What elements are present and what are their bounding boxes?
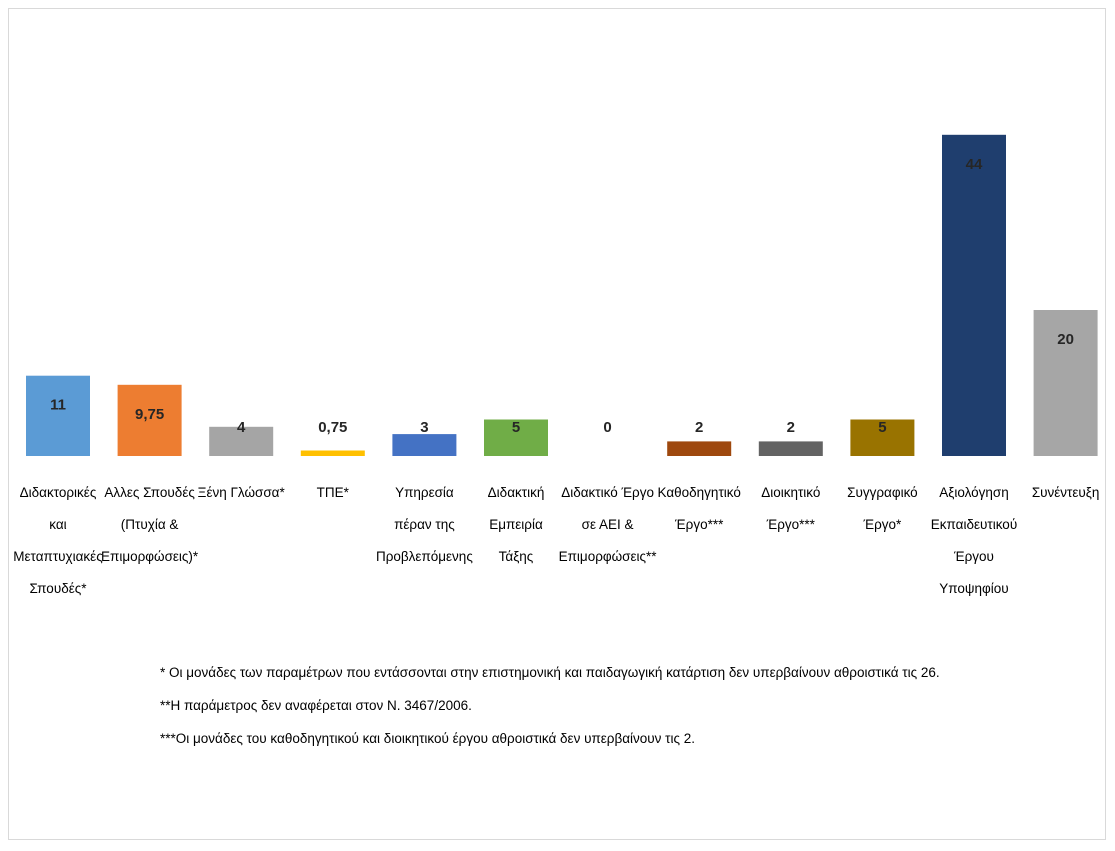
- category-label-10-0: Αξιολόγηση: [939, 485, 1008, 500]
- category-label-0-3: Σπουδές*: [29, 581, 87, 596]
- category-label-6-1: σε ΑΕΙ &: [582, 517, 634, 532]
- category-label-5-1: Εμπειρία: [489, 517, 543, 532]
- bar-8: [758, 441, 823, 456]
- bar-5: [484, 419, 548, 456]
- category-label-4-0: Υπηρεσία: [395, 485, 454, 500]
- value-label-5: 5: [512, 419, 520, 436]
- category-label-6-0: Διδακτικό Έργο: [561, 485, 654, 500]
- category-label-9-0: Συγγραφικό: [847, 485, 918, 500]
- footnote-1: * Οι μονάδες των παραμέτρων που εντάσσον…: [160, 665, 940, 680]
- category-label-0-0: Διδακτορικές: [20, 485, 97, 500]
- bar-7: [667, 441, 732, 456]
- category-label-5-2: Τάξης: [499, 549, 534, 564]
- category-label-8-1: Έργο***: [766, 517, 816, 532]
- value-label-9: 5: [878, 419, 886, 436]
- bar-0: [26, 375, 90, 456]
- category-label-3-0: ΤΠΕ*: [317, 485, 350, 500]
- category-label-1-1: (Πτυχία &: [121, 517, 179, 532]
- bar-3: [300, 450, 365, 456]
- value-label-4: 3: [420, 419, 428, 436]
- chart-frame: [8, 8, 1106, 840]
- footnote-2: **Η παράμετρος δεν αναφέρεται στον Ν. 34…: [160, 698, 472, 713]
- bar-1: [117, 384, 182, 456]
- footnote-3: ***Οι μονάδες του καθοδηγητικού και διοι…: [160, 731, 696, 746]
- value-label-10: 44: [966, 156, 983, 173]
- value-label-2: 4: [237, 419, 246, 436]
- value-label-0: 11: [50, 397, 66, 414]
- category-label-10-2: Έργου: [953, 549, 994, 564]
- category-label-1-2: Επιμορφώσεις)*: [101, 549, 199, 564]
- category-label-6-2: Επιμορφώσεις**: [559, 549, 658, 564]
- category-label-0-1: και: [49, 517, 66, 532]
- value-label-3: 0,75: [318, 419, 347, 436]
- category-label-2-0: Ξένη Γλώσσα*: [198, 485, 286, 500]
- category-label-7-1: Έργο***: [674, 517, 724, 532]
- value-label-8: 2: [787, 419, 795, 436]
- category-label-11-0: Συνέντευξη: [1032, 485, 1100, 500]
- value-label-6: 0: [603, 419, 611, 436]
- bar-2: [209, 426, 274, 456]
- category-label-9-1: Έργο*: [863, 517, 903, 532]
- category-label-7-0: Καθοδηγητικό: [658, 485, 741, 500]
- category-label-5-0: Διδακτική: [488, 485, 545, 500]
- bar-11: [1033, 310, 1098, 456]
- category-label-0-2: Μεταπτυχιακές: [13, 549, 103, 564]
- category-label-4-2: Προβλεπόμενης: [376, 549, 473, 564]
- footnotes: * Οι μονάδες των παραμέτρων που εντάσσον…: [160, 662, 940, 761]
- value-label-1: 9,75: [135, 406, 164, 423]
- bar-10: [942, 134, 1006, 457]
- bar-4: [392, 434, 457, 456]
- category-label-8-0: Διοικητικό: [761, 485, 820, 500]
- category-label-1-0: Αλλες Σπουδές: [104, 485, 195, 500]
- category-label-4-1: πέραν της: [394, 517, 455, 532]
- bar-9: [850, 419, 915, 456]
- value-label-7: 2: [695, 419, 703, 436]
- value-label-11: 20: [1057, 331, 1074, 348]
- category-label-10-3: Υποψηφίου: [939, 581, 1008, 596]
- category-label-10-1: Εκπαιδευτικού: [931, 517, 1017, 532]
